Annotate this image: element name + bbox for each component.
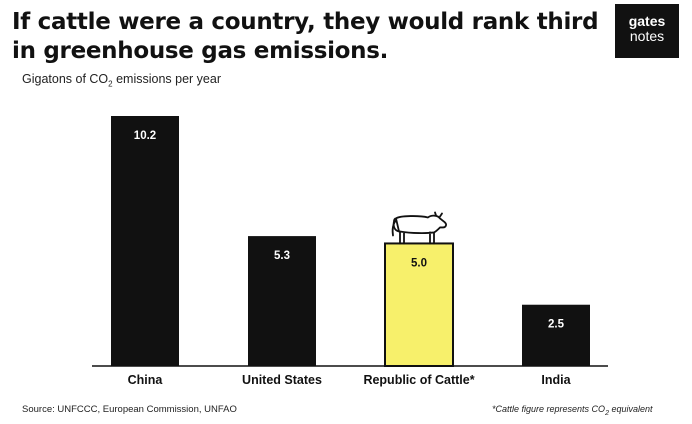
y-axis-label-suffix: emissions per year bbox=[112, 72, 221, 86]
value-label: 2.5 bbox=[548, 319, 565, 331]
logo-line-2: notes bbox=[629, 28, 665, 44]
category-label: Republic of Cattle* bbox=[363, 373, 474, 387]
category-label: United States bbox=[242, 373, 322, 387]
bar-united-states bbox=[248, 236, 316, 366]
gates-notes-logo[interactable]: gates notes bbox=[615, 4, 679, 58]
value-label: 10.2 bbox=[134, 130, 156, 142]
cow-icon bbox=[391, 211, 447, 245]
category-label: China bbox=[128, 373, 164, 387]
category-label: India bbox=[541, 373, 571, 387]
bar-india bbox=[522, 304, 590, 366]
source-note: Source: UNFCCC, European Commission, UNF… bbox=[22, 404, 237, 415]
value-label: 5.3 bbox=[274, 250, 290, 262]
footnote-suffix: equivalent bbox=[608, 404, 653, 414]
logo-line-1: gates bbox=[628, 13, 666, 29]
bar-republic-of-cattle bbox=[384, 242, 454, 367]
y-axis-label-subscript: 2 bbox=[108, 79, 113, 89]
value-label: 5.0 bbox=[411, 257, 427, 269]
cattle-footnote: *Cattle figure represents CO2 equivalent bbox=[492, 404, 653, 417]
y-axis-label-text: Gigatons of CO bbox=[22, 72, 109, 86]
footnote-subscript: 2 bbox=[605, 409, 609, 417]
bar-china bbox=[111, 116, 179, 366]
y-axis-label: Gigatons of CO2 emissions per year bbox=[22, 72, 221, 89]
chart-title: If cattle were a country, they would ran… bbox=[12, 9, 599, 64]
footnote-text: *Cattle figure represents CO bbox=[492, 404, 606, 414]
